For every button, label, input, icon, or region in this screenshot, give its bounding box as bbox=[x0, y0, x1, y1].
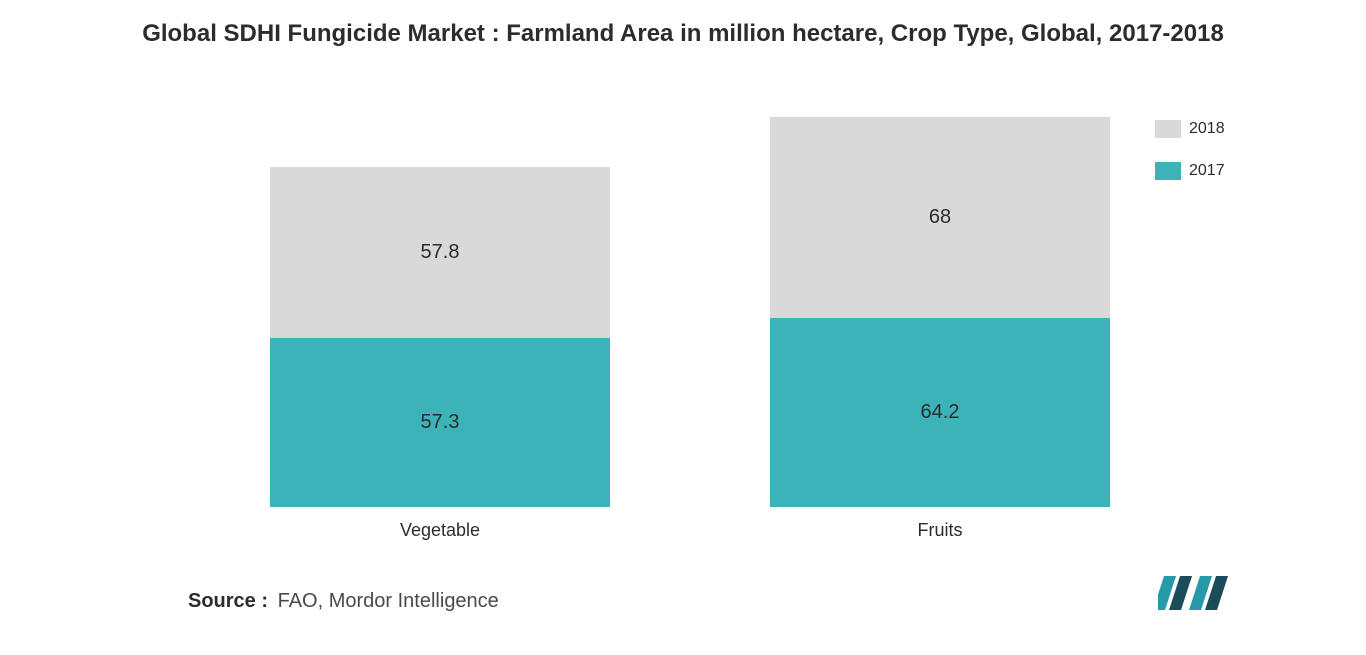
chart-container: Global SDHI Fungicide Market : Farmland … bbox=[0, 0, 1366, 655]
source-text: FAO, Mordor Intelligence bbox=[278, 590, 499, 612]
legend-swatch bbox=[1155, 120, 1181, 138]
source-line: Source : FAO, Mordor Intelligence bbox=[188, 590, 499, 613]
bar-value-label: 64.2 bbox=[921, 401, 960, 424]
bar-value-label: 57.8 bbox=[421, 241, 460, 264]
brand-logo bbox=[1158, 570, 1228, 621]
bar-stack: 68 64.2 bbox=[770, 117, 1110, 507]
legend: 2018 2017 bbox=[1155, 120, 1225, 204]
x-axis-label: Fruits bbox=[770, 520, 1110, 541]
bar-segment-2017: 64.2 bbox=[770, 318, 1110, 507]
x-axis-label: Vegetable bbox=[270, 520, 610, 541]
bar-value-label: 68 bbox=[929, 206, 951, 229]
bar-stack: 57.8 57.3 bbox=[270, 167, 610, 507]
legend-item: 2017 bbox=[1155, 162, 1225, 180]
plot-area: 57.8 57.3 68 64.2 bbox=[270, 117, 1110, 507]
bar-segment-2018: 68 bbox=[770, 117, 1110, 318]
legend-item: 2018 bbox=[1155, 120, 1225, 138]
bar-value-label: 57.3 bbox=[421, 411, 460, 434]
legend-swatch bbox=[1155, 162, 1181, 180]
chart-title: Global SDHI Fungicide Market : Farmland … bbox=[0, 18, 1366, 50]
legend-label: 2018 bbox=[1189, 120, 1225, 138]
legend-label: 2017 bbox=[1189, 162, 1225, 180]
bar-segment-2017: 57.3 bbox=[270, 338, 610, 507]
source-label: Source : bbox=[188, 590, 268, 612]
bar-segment-2018: 57.8 bbox=[270, 167, 610, 338]
